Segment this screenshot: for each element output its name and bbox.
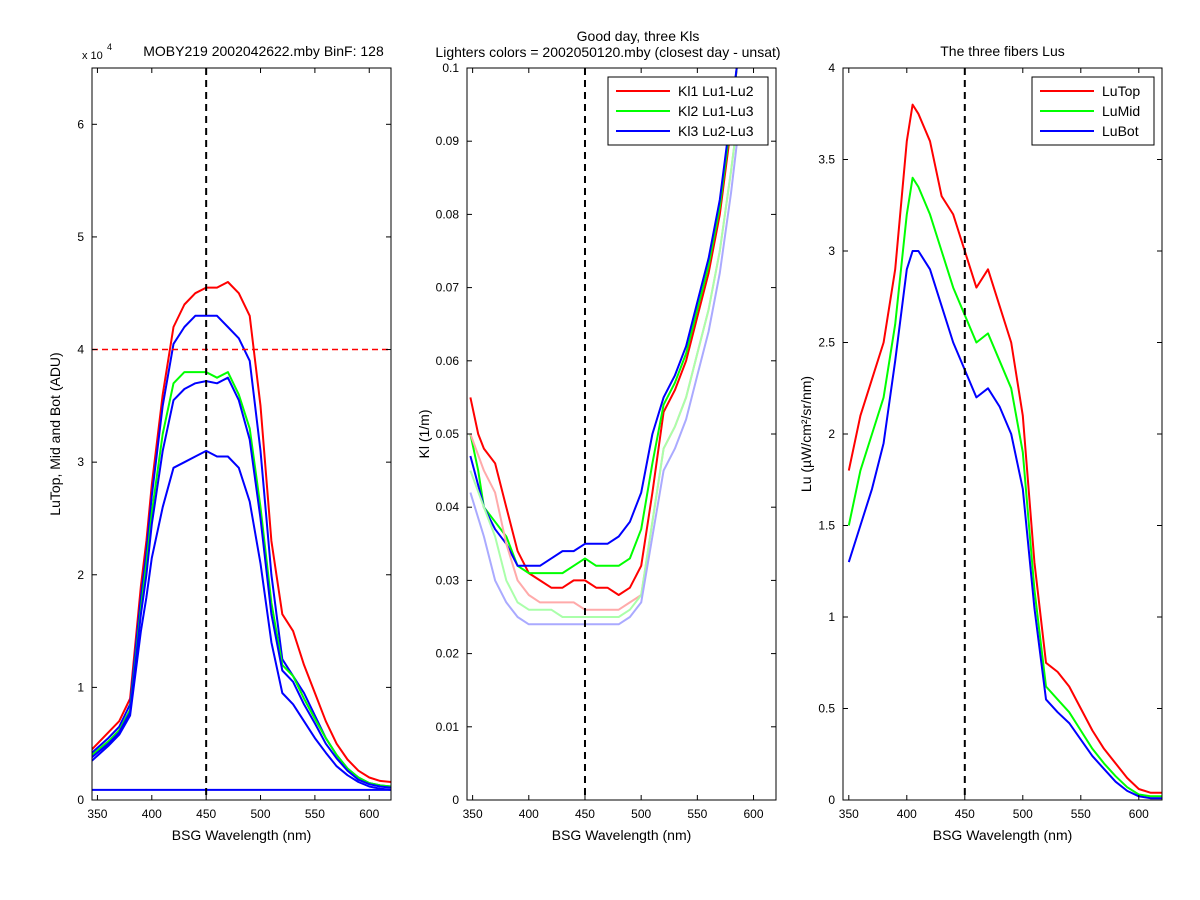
chart-3-ytick-label: 0 <box>828 793 835 807</box>
chart-3-legend-label: LuBot <box>1102 123 1139 139</box>
chart-2-legend-label: Kl1 Lu1-Lu2 <box>678 83 754 99</box>
chart-2-xtick-label: 450 <box>575 807 595 821</box>
chart-2-ytick-label: 0 <box>452 793 459 807</box>
chart-2-xtick-label: 350 <box>463 807 483 821</box>
chart-3-title: The three fibers Lus <box>940 43 1065 59</box>
chart-2-ytick-label: 0.02 <box>436 647 460 661</box>
chart-2-ytick-label: 0.09 <box>436 134 460 148</box>
chart-1-ytick-label: 6 <box>77 117 84 131</box>
figure-title-line1: Good day, three Kls <box>577 28 700 44</box>
chart-2-xtick-label: 500 <box>631 807 651 821</box>
chart-2-ytick-label: 0.01 <box>436 720 460 734</box>
chart-3-xtick-label: 450 <box>955 807 975 821</box>
chart-1-series-line-4 <box>92 376 391 789</box>
chart-2: 350 400 450 500 550 600 0 0.01 0.02 0.03 0.04 0.05 0… <box>416 61 777 843</box>
chart-3-ytick-label: 3.5 <box>818 153 835 167</box>
chart-1-xtick-label: 600 <box>359 807 379 821</box>
chart-2-ytick-label: 0.05 <box>436 427 460 441</box>
chart-2-x-axis-label: BSG Wavelength (nm) <box>552 827 692 843</box>
chart-3-ytick-label: 3 <box>828 244 835 258</box>
chart-3-ytick-label: 4 <box>828 61 835 75</box>
chart-2-series-line-1 <box>469 68 738 596</box>
chart-1-ytick-label: 5 <box>77 230 84 244</box>
chart-3-plot-area <box>847 68 1162 800</box>
chart-1-series-line-3 <box>92 371 391 788</box>
chart-3-series-line-1 <box>847 103 1162 794</box>
chart-2-ytick-label: 0.07 <box>436 281 460 295</box>
chart-1-plot-area <box>92 68 391 800</box>
chart-3-legend-label: LuTop <box>1102 83 1140 99</box>
chart-1-xtick-label: 350 <box>87 807 107 821</box>
chart-1-ytick-label: 4 <box>77 343 84 357</box>
chart-2-series-line-6 <box>469 97 744 626</box>
chart-2-series-line-2 <box>469 68 738 575</box>
chart-2-xtick-label: 550 <box>687 807 707 821</box>
chart-2-ytick-label: 0.1 <box>442 61 459 75</box>
chart-3-series-line-2 <box>847 176 1162 798</box>
chart-3-ytick-label: 1.5 <box>818 519 835 533</box>
figure-title-line2: Lighters colors = 2002050120.mby (closes… <box>435 44 780 60</box>
chart-1-y-exponent: x 10 <box>82 50 103 62</box>
chart-2-ytick-label: 0.03 <box>436 573 460 587</box>
chart-1: 350 400 450 500 550 600 0 1 2 3 4 5 6 BSG Wavelength … <box>47 42 392 843</box>
chart-1-ytick-label: 1 <box>77 680 84 694</box>
chart-1-y-exponent-power: 4 <box>107 42 112 52</box>
chart-3-ytick-label: 2 <box>828 427 835 441</box>
chart-3-ytick-label: 0.5 <box>818 702 835 716</box>
chart-2-legend: Kl1 Lu1-Lu2 Kl2 Lu1-Lu3 Kl3 Lu2-Lu3 <box>607 76 769 146</box>
chart-3-legend-label: LuMid <box>1102 103 1140 119</box>
chart-3-ytick-label: 1 <box>828 610 835 624</box>
chart-2-series-line-5 <box>469 82 744 618</box>
chart-1-series-line-1 <box>92 281 391 783</box>
chart-3-xtick-label: 600 <box>1129 807 1149 821</box>
chart-2-xtick-label: 400 <box>519 807 539 821</box>
chart-2-ytick-label: 0.04 <box>436 500 460 514</box>
chart-1-y-axis-label: LuTop, Mid and Bot (ADU) <box>47 352 63 515</box>
chart-2-ytick-label: 0.08 <box>436 207 460 221</box>
chart-1-xtick-label: 550 <box>305 807 325 821</box>
chart-2-plot-area <box>469 68 744 800</box>
chart-1-xtick-label: 450 <box>196 807 216 821</box>
chart-1-series-line-5 <box>92 449 391 791</box>
chart-1-axes-box <box>91 67 392 801</box>
chart-3-series-line-3 <box>847 250 1162 800</box>
chart-1-ytick-label: 2 <box>77 568 84 582</box>
chart-2-legend-label: Kl2 Lu1-Lu3 <box>678 103 754 119</box>
chart-3-xtick-label: 350 <box>839 807 859 821</box>
chart-2-legend-label: Kl3 Lu2-Lu3 <box>678 123 754 139</box>
chart-2-ytick-label: 0.06 <box>436 354 460 368</box>
chart-1-xtick-label: 500 <box>251 807 271 821</box>
chart-3-xtick-label: 550 <box>1071 807 1091 821</box>
chart-2-y-axis-label: Kl (1/m) <box>416 410 432 459</box>
chart-3-ytick-label: 2.5 <box>818 336 835 350</box>
chart-3-legend: LuTop LuMid LuBot <box>1031 76 1155 146</box>
chart-3-x-axis-label: BSG Wavelength (nm) <box>933 827 1073 843</box>
chart-3-xtick-label: 400 <box>897 807 917 821</box>
chart-1-xtick-label: 400 <box>142 807 162 821</box>
chart-1-title: MOBY219 2002042622.mby BinF: 128 <box>143 43 384 59</box>
chart-3-y-axis-label: Lu (µW/cm²/sr/nm) <box>798 376 814 492</box>
chart-3: 350 400 450 500 550 600 0 0.5 1 1.5 2 2.5 3 3.5 4 BSG W… <box>798 43 1163 843</box>
chart-2-xtick-label: 600 <box>744 807 764 821</box>
chart-3-xtick-label: 500 <box>1013 807 1033 821</box>
chart-1-ytick-label: 3 <box>77 455 84 469</box>
chart-2-legend-box <box>607 76 769 146</box>
chart-1-x-axis-label: BSG Wavelength (nm) <box>172 827 312 843</box>
chart-1-ytick-label: 0 <box>77 793 84 807</box>
